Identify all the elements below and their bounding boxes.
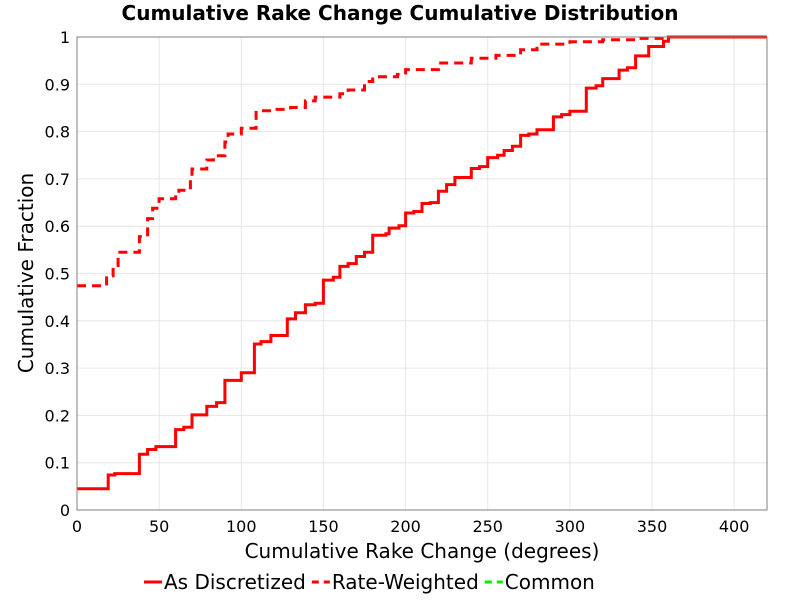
x-tick-label: 100 bbox=[226, 517, 257, 536]
series-line-as-discretized bbox=[77, 35, 767, 491]
y-tick-label: 0.7 bbox=[45, 170, 70, 189]
legend-label: Common bbox=[505, 570, 595, 594]
x-tick-label: 300 bbox=[555, 517, 586, 536]
y-tick-label: 0.5 bbox=[45, 265, 70, 284]
y-tick-label: 0.8 bbox=[45, 123, 70, 142]
series-line-rate-weighted bbox=[77, 35, 767, 288]
legend-label: As Discretized bbox=[164, 570, 306, 594]
y-tick-label: 0.3 bbox=[45, 359, 70, 378]
chart-title: Cumulative Rake Change Cumulative Distri… bbox=[122, 1, 679, 25]
y-axis-ticks: 0 0.1 0.2 0.3 0.4 0.5 0.6 0.7 0.8 0.9 1 bbox=[45, 28, 70, 520]
grid bbox=[76, 36, 767, 511]
y-tick-label: 0.6 bbox=[45, 217, 70, 236]
y-tick-label: 0.4 bbox=[45, 312, 70, 331]
legend-label: Rate-Weighted bbox=[332, 570, 479, 594]
y-tick-label: 1 bbox=[60, 28, 70, 47]
y-tick-label: 0 bbox=[60, 501, 70, 520]
y-tick-label: 0.9 bbox=[45, 75, 70, 94]
y-tick-label: 0.1 bbox=[45, 454, 70, 473]
x-axis-ticks: 0 50 100 150 200 250 300 350 400 bbox=[72, 517, 750, 536]
legend: As Discretized Rate-Weighted Common bbox=[144, 570, 595, 594]
x-tick-label: 50 bbox=[149, 517, 169, 536]
x-tick-label: 0 bbox=[72, 517, 82, 536]
x-tick-label: 250 bbox=[472, 517, 503, 536]
plot-series bbox=[77, 35, 767, 491]
y-axis-label: Cumulative Fraction bbox=[14, 173, 38, 373]
x-axis-label: Cumulative Rake Change (degrees) bbox=[245, 539, 600, 563]
x-tick-label: 350 bbox=[637, 517, 668, 536]
plot-area-frame bbox=[76, 36, 768, 511]
x-tick-label: 200 bbox=[390, 517, 421, 536]
x-tick-label: 150 bbox=[308, 517, 339, 536]
x-tick-label: 400 bbox=[719, 517, 750, 536]
y-tick-label: 0.2 bbox=[45, 406, 70, 425]
